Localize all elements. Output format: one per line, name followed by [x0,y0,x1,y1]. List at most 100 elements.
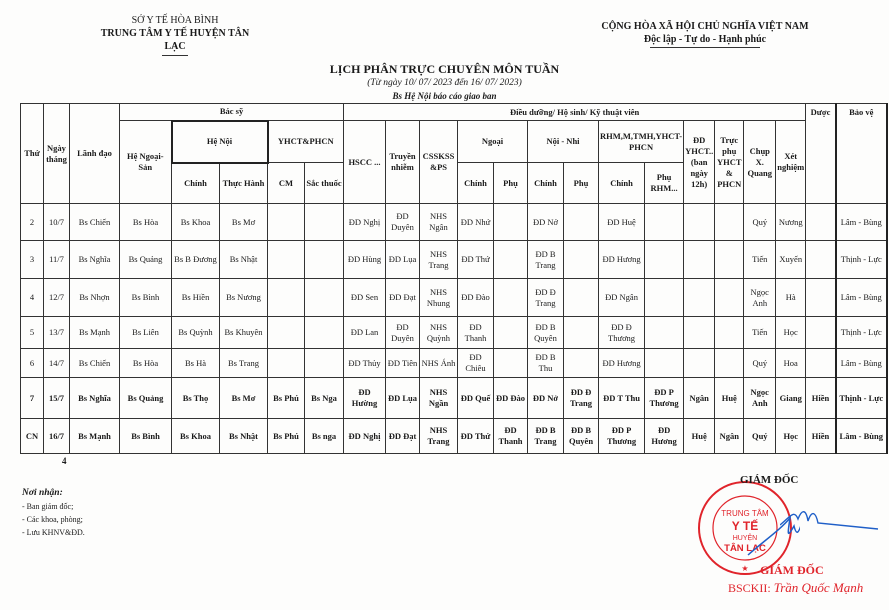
header-bao-ve: Bảo vệ [834,103,888,204]
svg-text:★: ★ [741,564,748,573]
cell-cm [267,203,305,241]
header-noi-nhi: Nội - Nhi [527,120,599,163]
cell-noinhi-phu [563,316,599,349]
header-thu: Thứ [20,103,44,204]
svg-text:TRUNG TÂM: TRUNG TÂM [721,509,769,518]
cell-rhm-chinh: ĐD Huệ [597,203,646,241]
cell-ngoai-chinh: ĐD Chiêu [457,348,494,378]
recipient-item: - Các khoa, phòng; [22,515,83,524]
header-xet-nghiem: Xét nghiệm [775,120,807,204]
cell-lanh-dao: Bs Nghĩa [69,377,120,419]
header-rhm-chinh: Chính [597,162,646,204]
cell-truyen-nhiem: ĐD Duyên [385,316,420,349]
cell-noinhi-chinh: ĐD Nở [527,377,564,419]
cell-rhm-phu [644,240,685,279]
cell-sac-thuoc: Bs Nga [304,377,344,419]
cell-bao-ve: Thịnh - Lực [834,240,888,279]
cell-xet-nghiem: Học [775,418,807,454]
cell-cm [267,240,305,279]
cell-rhm-phu [644,203,685,241]
cell-lanh-dao: Bs Nghĩa [69,240,120,279]
cell-noinhi-phu [563,348,599,378]
cell-hscc: ĐD Hùng [343,240,386,279]
header-ngoai-phu: Phụ [493,162,528,204]
handwritten-signature [780,511,879,530]
header-truyen-nhiem: Truyền nhiễm [385,120,420,204]
recipient-item: - Lưu KHNV&ĐD. [22,528,85,537]
cell-truc-phu: Huệ [714,377,745,419]
header-noinhi-chinh: Chính [527,162,564,204]
cell-he-ngoai-san: Bs Quảng [119,240,172,279]
cell-ngay: 14/7 [43,348,70,378]
cell-bao-ve: Lâm - Bùng [834,278,888,317]
header-yhct-phcn: YHCT&PHCN [267,120,344,163]
cell-hscc: ĐD Lan [343,316,386,349]
cell-noinhi-chinh: ĐD B Trang [527,240,564,279]
cell-hscc: ĐD Hường [343,377,386,419]
header-noinhi-phu: Phụ [563,162,599,204]
cell-ngay: 13/7 [43,316,70,349]
cell-bao-ve: Thịnh - Lực [834,316,888,349]
table-row: 5 13/7 Bs Mạnh Bs Liên Bs Quỳnh Bs Khuyên ĐD L… [20,316,888,349]
cell-sac-thuoc [304,240,344,279]
official-stamp: TRUNG TÂM Y TẾ HUYỆN TÂN LẠC ★ [690,470,803,585]
cell-sac-thuoc: Bs nga [304,418,344,454]
country-name: CỘNG HÒA XÃ HỘI CHỦ NGHĨA VIỆT NAM [601,21,809,32]
svg-text:Y TẾ: Y TẾ [732,518,758,533]
cell-csskss: NHS Nhung [419,278,458,317]
cell-noi-chinh: Bs Hiền [171,278,220,317]
svg-text:HUYỆN: HUYỆN [733,533,758,542]
cell-rhm-phu [644,278,685,317]
cell-ngoai-chinh: ĐD Nhứ [457,203,494,241]
cell-noinhi-phu [563,240,599,279]
cell-ngoai-phu [493,203,528,241]
cell-hscc: ĐD Sen [343,278,386,317]
header-noi-chinh: Chính [171,162,220,204]
cell-duoc [805,240,837,279]
header-dieu-duong: Điều dưỡng/ Hộ sinh/ Kỹ thuật viên [342,103,807,121]
cell-thu: 3 [20,240,44,279]
signer-degree: BSCKII: [728,581,771,595]
cell-csskss: NHS Ngần [419,377,458,419]
cell-hscc: ĐD Nghị [343,203,386,241]
cell-noi-chinh: Bs B Đương [171,240,220,279]
cell-noi-thuc-hanh: Bs Khuyên [219,316,268,349]
cell-chup-xq: Quý [743,418,777,454]
cell-rhm-phu: ĐD Hương [644,418,685,454]
cell-noi-chinh: Bs Hà [171,348,220,378]
cell-ngay: 10/7 [43,203,70,241]
cell-csskss: NHS Trang [419,418,458,454]
cell-duoc: Hiền [805,418,837,454]
document-title: LỊCH PHÂN TRỰC CHUYÊN MÔN TUẦN [329,62,560,76]
cell-noinhi-chinh: ĐD Nở [527,203,564,241]
cell-he-ngoai-san: Bs Hòa [119,348,172,378]
cell-duoc [805,348,837,378]
cell-rhm-chinh: ĐD Hương [597,240,646,279]
cell-ngoai-phu [493,240,528,279]
duty-schedule-table: Thứ Ngày tháng Lãnh đạo Bác sỹ Điều dưỡn… [20,103,888,454]
cell-he-ngoai-san: Bs Quảng [119,377,172,419]
cell-xet-nghiem: Học [775,316,807,349]
cell-rhm-phu [644,348,685,378]
cell-rhm-chinh: ĐD Ngân [597,278,646,317]
cell-dd-yhct [683,278,716,317]
cell-noi-chinh: Bs Quỳnh [171,316,220,349]
page-number: 4 [62,456,67,466]
header-rhm-phu: Phụ RHM... [644,162,685,204]
cell-truc-phu [714,278,745,317]
header-truc-phu: Trực phụ YHCT & PHCN [714,120,745,204]
cell-cm: Bs Phú [267,418,305,454]
stamp-title: GIÁM ĐỐC [760,563,824,577]
header-rhm: RHM,M,TMH,YHCT-PHCN [597,120,685,163]
cell-thu: 4 [20,278,44,317]
cell-ngoai-chinh: ĐD Thứ [457,418,494,454]
cell-noinhi-phu [563,203,599,241]
cell-xet-nghiem: Hoa [775,348,807,378]
cell-cm [267,316,305,349]
cell-thu: 6 [20,348,44,378]
recipients: Nơi nhận: - Ban giám đốc; - Các khoa, ph… [22,487,85,539]
cell-rhm-chinh: ĐD P Thương [597,418,646,454]
cell-ngoai-chinh: ĐD Thứ [457,240,494,279]
cell-duoc [805,278,837,317]
header-ngoai-chinh: Chính [457,162,494,204]
